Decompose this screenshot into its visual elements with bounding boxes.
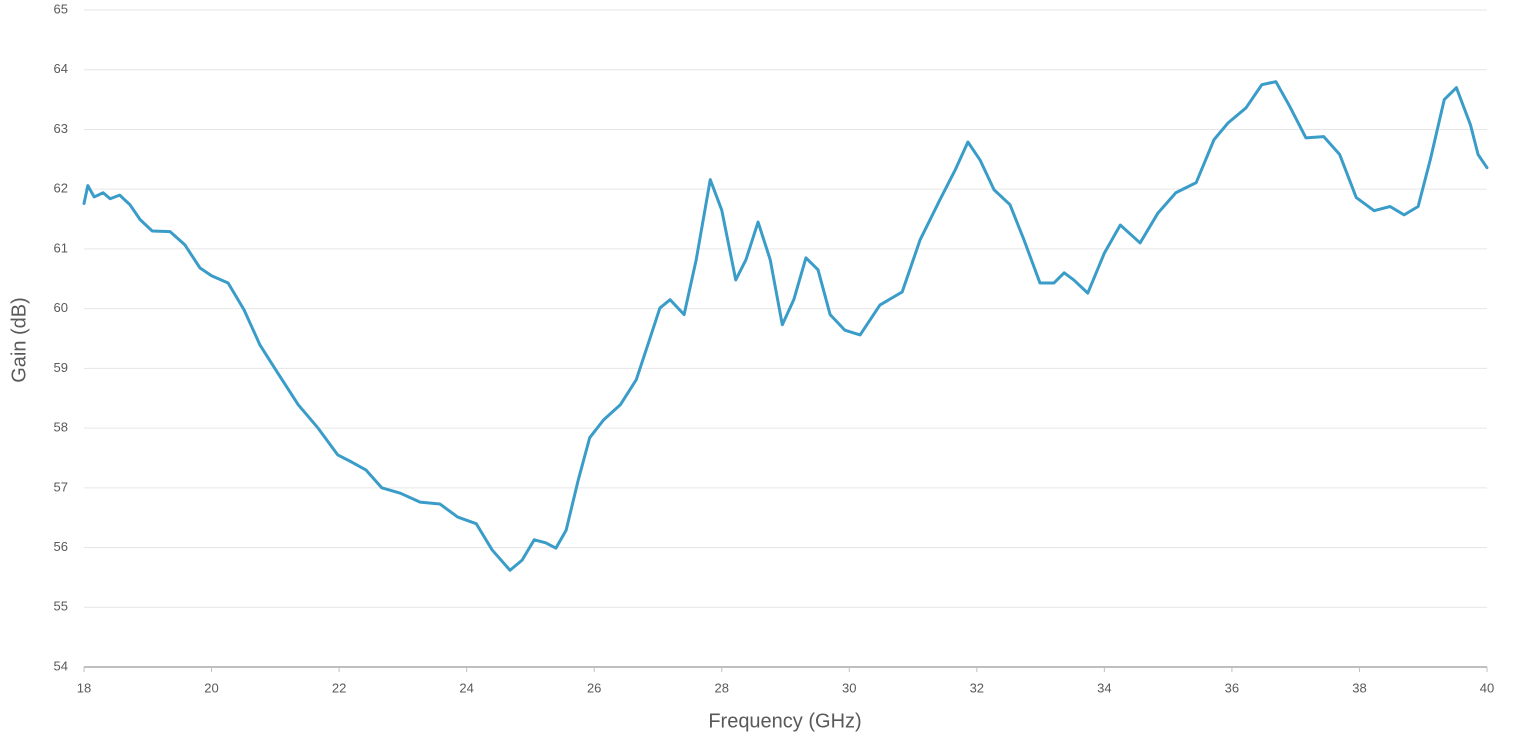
- x-tick-label: 30: [842, 680, 856, 695]
- x-tick-label: 24: [459, 680, 473, 695]
- x-axis-label: Frequency (GHz): [708, 710, 861, 732]
- y-tick-label: 60: [54, 300, 68, 315]
- y-tick-label: 64: [54, 61, 68, 76]
- x-tick-label: 18: [77, 680, 91, 695]
- y-tick-label: 63: [54, 121, 68, 136]
- y-tick-label: 65: [54, 1, 68, 16]
- x-tick-label: 32: [970, 680, 984, 695]
- data-line: [82, 80, 1489, 572]
- y-tick-label: 57: [54, 479, 68, 494]
- x-tick-label: 36: [1225, 680, 1239, 695]
- y-tick-label: 55: [54, 599, 68, 614]
- x-tick-label: 20: [204, 680, 218, 695]
- x-tick-label: 22: [332, 680, 346, 695]
- x-tick-label: 28: [714, 680, 728, 695]
- y-tick-label: 61: [54, 240, 68, 255]
- x-tick-label: 26: [587, 680, 601, 695]
- y-tick-label: 56: [54, 539, 68, 554]
- y-axis-label: Gain (dB): [8, 297, 30, 383]
- x-tick-label: 38: [1352, 680, 1366, 695]
- y-tick-label: 62: [54, 181, 68, 196]
- x-tick-label: 34: [1097, 680, 1111, 695]
- y-tick-label: 58: [54, 420, 68, 435]
- y-tick-label: 59: [54, 360, 68, 375]
- y-tick-label: 54: [54, 658, 68, 673]
- x-tick-label: 40: [1480, 680, 1494, 695]
